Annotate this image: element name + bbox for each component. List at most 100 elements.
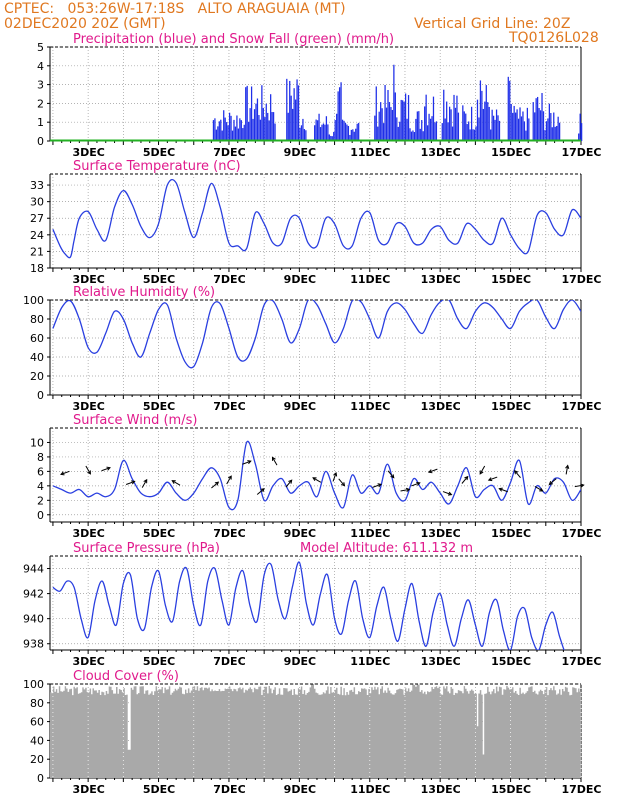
precip-bar [422,131,424,141]
precip-bar [314,125,316,141]
wind-arrow [312,477,322,483]
precip-bar [425,94,427,141]
ytick-label: 21 [30,245,44,258]
precip-bar [396,117,398,141]
precip-bar [324,124,326,141]
precip-bar [424,106,426,141]
xtick-label: 15DEC [491,655,531,668]
precip-bar [492,115,495,141]
xtick-label: 5DEC [143,655,175,668]
precip-bar [532,102,534,141]
precip-bar [490,129,492,141]
ytick-label: 20 [30,753,44,766]
precip-bar [297,85,300,141]
precip-bar [355,128,357,141]
xtick-label: 7DEC [213,400,245,413]
wind-arrow [125,480,136,485]
precip-bar [446,101,448,141]
precip-bar [258,115,260,141]
precip-bar [434,122,436,141]
precip-bar [525,130,527,141]
precip-bar [519,107,521,141]
precip-bar [431,116,433,141]
wind-arrow [442,491,453,496]
precip-bar [491,109,493,141]
precip-bar [545,121,548,141]
precip-bar [384,84,386,141]
precip-bar [286,78,288,141]
precip-bar [394,92,396,141]
wind-arrow [85,465,91,475]
precip-bar [264,117,266,141]
ytick-label: 8 [37,451,44,464]
precip-bar [385,107,388,141]
precip-bar [579,113,581,141]
precip-bar [250,86,253,141]
precip-bar [374,115,376,141]
xtick-label: 11DEC [350,783,390,796]
grid-note: Vertical Grid Line: 20Z [414,16,571,32]
precip-bar [268,120,270,141]
xtick-label: 5DEC [143,273,175,286]
precip-bar [541,93,543,141]
panel-title-precip: Precipitation (blue) and Snow Fall (gree… [73,32,394,47]
xtick-label: 13DEC [421,146,461,159]
wind-arrow [387,470,395,479]
precip-bar [259,119,262,141]
precip-bar [522,111,524,141]
ytick-label: 27 [30,212,44,225]
precip-bar [325,116,328,141]
precip-bar [404,93,407,141]
xtick-label: 11DEC [350,527,390,540]
precip-bar [495,109,498,141]
xtick-label: 9DEC [284,783,316,796]
precip-bar [328,134,330,141]
ytick-label: 10 [30,436,44,449]
precip-bar [256,98,259,141]
precip-bar [255,103,257,141]
panel-title-temp: Surface Temperature (nC) [73,159,241,174]
ytick-label: 1 [37,116,44,129]
ytick-label: 2 [37,97,44,110]
precip-bar [272,112,275,141]
precip-bar [412,130,414,141]
ytick-label: 60 [30,332,44,345]
ytick-label: 30 [30,196,44,209]
precip-bar [578,133,580,141]
precip-bar [556,125,558,141]
xtick-label: 17DEC [561,783,601,796]
precip-bar [498,120,501,141]
xtick-label: 13DEC [421,655,461,668]
precip-bar [447,122,449,141]
precip-bar [338,87,341,141]
wind-arrow [372,483,383,488]
precip-bar [517,118,520,141]
precip-bar [378,111,380,141]
precip-bar [400,99,402,141]
xtick-label: 3DEC [72,527,104,540]
precip-bar [536,96,539,141]
precip-bar [550,113,552,141]
precip-bar [448,106,451,141]
precip-bar [539,110,542,141]
precip-bar [270,94,272,141]
precip-bar [421,120,423,141]
precip-bar [535,98,537,141]
ytick-label: 944 [23,563,44,576]
precip-bar [538,108,540,141]
precip-bar [267,112,269,141]
wind-arrow [548,478,557,486]
precip-bar [230,115,232,141]
precip-bar [228,112,231,141]
precip-bar [261,85,263,141]
precip-bar [553,112,555,141]
precip-bar [236,115,238,141]
precip-bar [473,129,476,141]
panel-pressure [47,555,582,654]
wind-arrow [211,481,220,489]
precip-bar [548,103,550,141]
precip-bar [231,130,234,141]
precip-bar [347,125,350,141]
ytick-label: 20 [30,370,44,383]
ytick-label: 80 [30,697,44,710]
